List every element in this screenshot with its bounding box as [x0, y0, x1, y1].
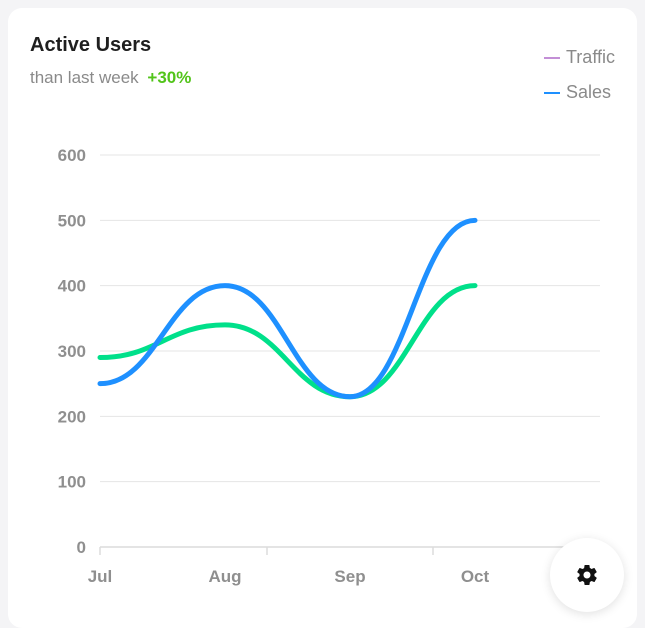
- settings-button[interactable]: [550, 538, 624, 612]
- subtitle-text: than last week: [30, 68, 139, 87]
- legend-label-traffic: Traffic: [565, 47, 615, 67]
- series-line-sales: [97, 217, 478, 400]
- y-tick-label-500: 500: [58, 211, 86, 230]
- series-line-traffic: [97, 283, 478, 400]
- legend-label-sales: Sales: [565, 82, 612, 102]
- card-subtitle: than last week +30%: [30, 68, 191, 88]
- y-tick-label-600: 600: [58, 146, 86, 165]
- y-tick-label-300: 300: [58, 342, 86, 361]
- card-title: Active Users: [30, 34, 152, 56]
- legend-swatch-sales: [543, 91, 560, 94]
- y-tick-label-400: 400: [58, 277, 86, 296]
- gear-icon: [577, 565, 597, 586]
- legend-item-sales[interactable]: Sales: [543, 75, 615, 110]
- legend-swatch-traffic: [543, 56, 560, 59]
- delta-badge: +30%: [147, 68, 192, 87]
- x-tick-label-oct: Oct: [461, 567, 490, 586]
- legend-item-traffic[interactable]: Traffic: [543, 40, 615, 75]
- x-tick-label-jul: Jul: [88, 567, 113, 586]
- chart-card: Active Users than last week +30% Traffic…: [8, 8, 637, 628]
- chart-legend: Traffic Sales: [543, 40, 615, 110]
- y-tick-label-0: 0: [77, 538, 86, 557]
- y-tick-label-200: 200: [58, 407, 86, 426]
- y-tick-label-100: 100: [58, 473, 86, 492]
- x-tick-label-aug: Aug: [208, 567, 241, 586]
- x-tick-label-sep: Sep: [334, 567, 365, 586]
